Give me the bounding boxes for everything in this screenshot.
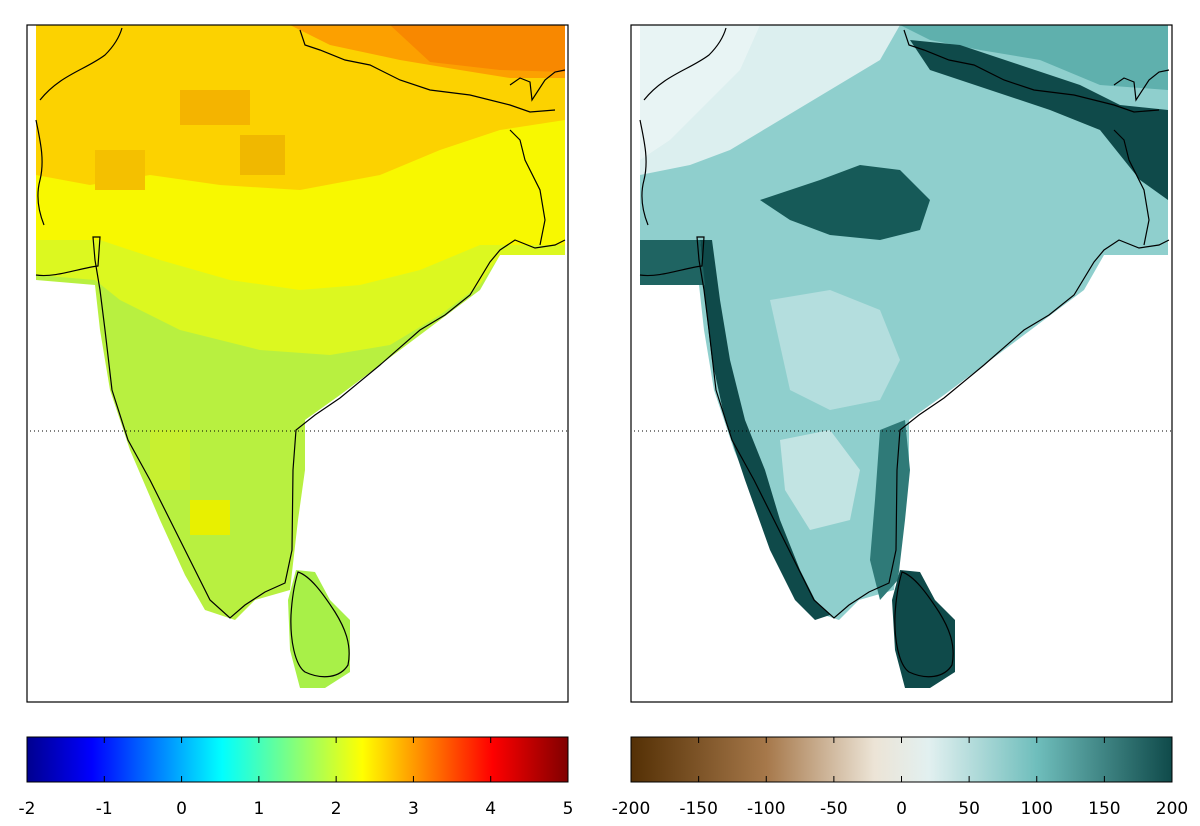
colorbar-tick-label: 5 xyxy=(563,799,574,819)
colorbar-tick-label: -1 xyxy=(96,799,113,819)
patch xyxy=(150,430,190,490)
map-frame xyxy=(630,24,1173,703)
precipitation-change-map xyxy=(630,24,1173,703)
wet-west-coast xyxy=(700,240,830,620)
colorbar-tick-label: -150 xyxy=(679,799,718,819)
precipitation-colorbar: -200 -150 -100 -50 0 50 100 150 200 xyxy=(612,736,1188,819)
dry-northwest-core xyxy=(640,25,760,160)
colorbar-tick-label: -200 xyxy=(612,799,651,819)
coastline xyxy=(35,27,566,678)
patch xyxy=(95,150,145,190)
wet-southeast xyxy=(870,420,910,600)
wet-central xyxy=(760,165,930,240)
colorbar-ticks: -2 -1 0 1 2 3 4 5 xyxy=(19,737,574,819)
land-north-orange xyxy=(36,25,565,190)
colorbar-gradient xyxy=(26,736,569,783)
colorbar-tick-label: 1 xyxy=(253,799,264,819)
colorbar-tick-label: 100 xyxy=(1021,799,1053,819)
land-base xyxy=(640,25,1168,620)
hottest-northeast xyxy=(390,25,565,72)
colorbar-tick-label: 200 xyxy=(1156,799,1188,819)
west-edge xyxy=(640,240,705,285)
colorbar-tick-label: -50 xyxy=(820,799,848,819)
colorbar-tick-label: 0 xyxy=(176,799,187,819)
colorbar-tick-label: 2 xyxy=(331,799,342,819)
colorbar-tick-label: 50 xyxy=(958,799,980,819)
colorbar-tick-label: 3 xyxy=(408,799,419,819)
colorbar-tick-label: -2 xyxy=(19,799,36,819)
colorbar-ticks: -200 -150 -100 -50 0 50 100 150 200 xyxy=(612,737,1188,819)
interior-light xyxy=(780,430,860,530)
sri-lanka xyxy=(288,570,350,688)
colorbar-tick-label: 4 xyxy=(485,799,496,819)
patch xyxy=(190,500,230,535)
wet-north xyxy=(900,25,1168,90)
map-frame xyxy=(26,24,569,703)
temperature-change-map xyxy=(26,24,569,703)
patch xyxy=(180,90,250,125)
colorbar-tick-label: 150 xyxy=(1088,799,1120,819)
colorbar-tick-label: -100 xyxy=(747,799,786,819)
colorbar-gradient xyxy=(630,736,1173,783)
precipitation-field xyxy=(640,25,1168,688)
temperature-colorbar: -2 -1 0 1 2 3 4 5 xyxy=(19,736,574,819)
interior-light xyxy=(770,290,900,410)
colorbar-tick-label: 0 xyxy=(896,799,907,819)
patch xyxy=(240,135,285,175)
sri-lanka xyxy=(892,570,955,688)
wettest-northeast xyxy=(910,40,1168,200)
temperature-field xyxy=(36,25,565,688)
coastline xyxy=(639,27,1170,678)
